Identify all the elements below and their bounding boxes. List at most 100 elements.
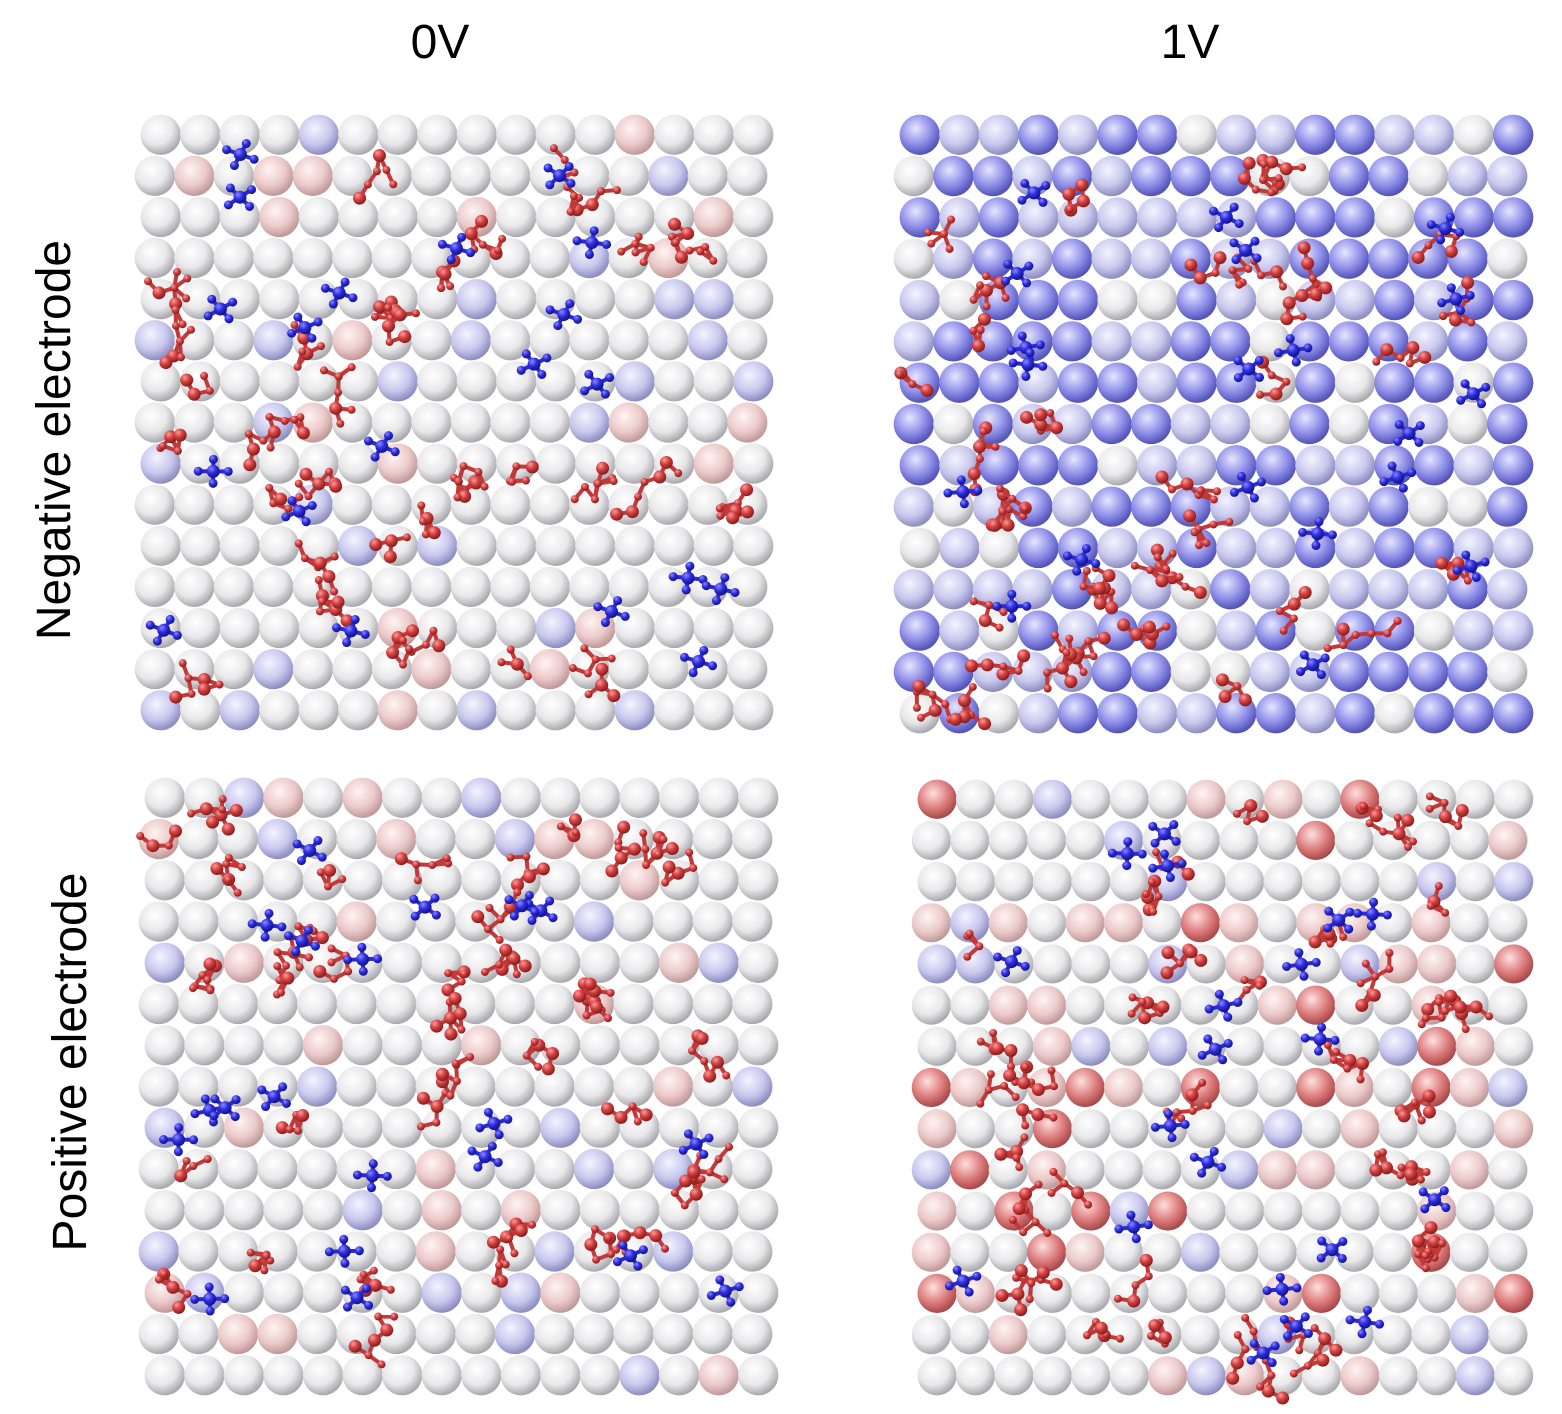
solvent-atom (432, 1118, 441, 1127)
solvent-atom (685, 246, 694, 255)
electrode-atom (917, 1109, 957, 1149)
ion-atom (515, 899, 529, 913)
ion-atom (1081, 543, 1091, 553)
electrode-atom (614, 690, 655, 731)
solvent-atom (1279, 282, 1288, 291)
electrode-atom (257, 1148, 298, 1190)
solvent-atom (541, 1062, 555, 1076)
electrode-atom (184, 1355, 225, 1396)
solvent-atom (315, 931, 329, 945)
solvent-atom (518, 959, 532, 973)
ion-atom (231, 1095, 241, 1105)
electrode-atom (1453, 693, 1494, 734)
electrode-atom (529, 402, 570, 443)
ion-atom (1164, 1109, 1174, 1119)
electrode-atom (417, 443, 458, 484)
electrode-atom (1131, 321, 1172, 362)
electrode-atom (376, 1066, 417, 1107)
solvent-atom (1319, 281, 1333, 295)
ion-atom (466, 248, 476, 258)
solvent-atom (662, 860, 676, 874)
electrode-atom (619, 942, 660, 983)
electrode-atom (213, 237, 254, 279)
solvent-atom (1102, 569, 1116, 583)
electrode-atom (911, 985, 951, 1025)
ion-atom (678, 1145, 688, 1155)
row-label: Negative electrode (28, 240, 81, 640)
ion-atom (1481, 382, 1491, 392)
solvent-atom (1230, 1356, 1244, 1370)
solvent-atom (714, 1155, 723, 1164)
solvent-atom (293, 362, 302, 371)
ion-atom (1256, 477, 1266, 487)
solvent-atom (566, 207, 575, 216)
solvent-atom (1105, 601, 1119, 615)
electrode-atom (1057, 445, 1099, 486)
electrode-atom (893, 651, 934, 693)
solvent-atom (1453, 1000, 1467, 1014)
electrode-atom (733, 525, 774, 566)
ion-atom (267, 1090, 281, 1104)
electrode-atom (456, 690, 497, 731)
solvent-atom (336, 419, 345, 428)
electrode-atom (1176, 197, 1217, 238)
ion-atom (1274, 348, 1284, 358)
solvent-atom (1289, 614, 1298, 623)
electrode-atom (1057, 114, 1099, 155)
solvent-atom (170, 283, 179, 292)
electrode-atom (917, 1026, 957, 1066)
solvent-atom (381, 319, 395, 333)
electrode-atom (1368, 403, 1409, 445)
ion-atom (210, 1094, 220, 1104)
electrode-atom (184, 1025, 225, 1066)
solvent-atom (1434, 882, 1443, 891)
electrode-atom (1109, 1026, 1149, 1066)
ion-atom (602, 239, 612, 249)
ion-atom (566, 178, 576, 188)
ion-atom (1418, 1187, 1428, 1197)
electrode-atom (259, 279, 300, 320)
ion-atom (360, 629, 370, 639)
solvent-atom (1014, 1264, 1028, 1278)
electrode-atom (1378, 1191, 1418, 1231)
electrode-atom (144, 1190, 185, 1231)
solvent-atom (1326, 939, 1335, 948)
ion-atom (281, 512, 291, 522)
solvent-atom (454, 477, 463, 486)
solvent-atom (364, 1351, 373, 1360)
solvent-atom (1031, 1108, 1045, 1122)
ion-atom (943, 488, 953, 498)
electrode-atom (332, 402, 373, 443)
ion-atom (1017, 331, 1027, 341)
solvent-atom (1130, 561, 1139, 570)
solvent-atom (591, 655, 600, 664)
solvent-atom (639, 1108, 653, 1122)
solvent-atom (640, 478, 649, 487)
solvent-atom (697, 1175, 706, 1184)
electrode-atom (911, 903, 951, 943)
electrode-atom (972, 155, 1014, 197)
electrode-atom (648, 648, 689, 690)
electrode-atom (1216, 114, 1257, 155)
ion-atom (1148, 821, 1158, 831)
solvent-atom (1397, 1163, 1406, 1172)
solvent-atom (646, 243, 655, 252)
electrode-atom (1263, 779, 1303, 819)
ion-atom (706, 1290, 716, 1300)
electrode-atom (450, 155, 491, 197)
solvent-atom (614, 1110, 628, 1124)
electrode-atom (950, 985, 990, 1025)
electrode-atom (933, 569, 974, 610)
electrode-atom (1097, 197, 1138, 238)
ion-atom (1402, 426, 1416, 440)
electrode-atom (613, 1148, 654, 1190)
solvent-atom (144, 277, 153, 286)
solvent-atom (1154, 892, 1163, 901)
solvent-atom (446, 1091, 455, 1100)
electrode-atom (569, 320, 610, 361)
electrode-atom (1413, 362, 1455, 403)
electrode-atom (1255, 445, 1296, 486)
electrode-atom (972, 403, 1014, 445)
electrode-atom (338, 525, 379, 566)
solvent-atom (674, 469, 683, 478)
